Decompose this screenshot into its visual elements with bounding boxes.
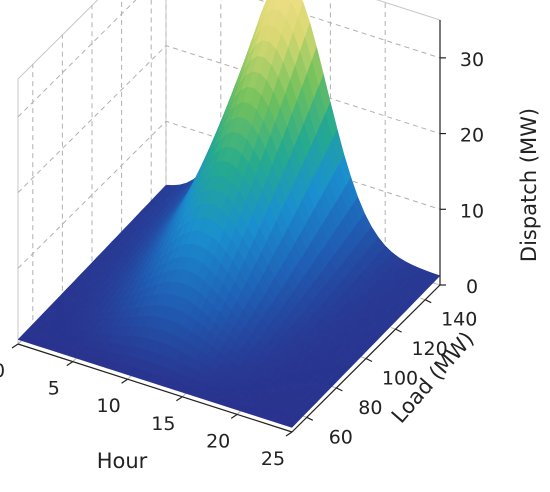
y-tick-label: 80 bbox=[358, 397, 382, 419]
surface-patch bbox=[284, 419, 298, 428]
x-tick-label: 25 bbox=[261, 448, 285, 470]
y-tick-mark bbox=[306, 416, 314, 421]
x-tick-mark bbox=[66, 361, 74, 367]
x-tick-label: 5 bbox=[48, 378, 60, 400]
x-tick-mark bbox=[176, 396, 183, 402]
x-tick-label: 0 bbox=[0, 360, 5, 382]
y-tick-label: 60 bbox=[329, 426, 353, 448]
y-tick-label: 140 bbox=[441, 309, 477, 331]
y-tick-mark bbox=[336, 387, 343, 392]
grid-line-dispatch bbox=[17, 0, 441, 118]
grid-line-dispatch bbox=[17, 45, 441, 193]
x-axis-line bbox=[17, 343, 293, 433]
x-axis-label: Hour bbox=[97, 449, 148, 473]
x-tick-mark bbox=[285, 431, 293, 437]
z-tick-label: 20 bbox=[460, 125, 484, 147]
x-tick-label: 20 bbox=[206, 430, 230, 452]
z-axis-label: Dispatch (MW) bbox=[517, 108, 541, 262]
z-tick-label: 0 bbox=[466, 276, 478, 298]
y-tick-mark bbox=[365, 357, 373, 363]
z-tick-label: 30 bbox=[460, 49, 484, 71]
y-tick-label: 100 bbox=[382, 368, 418, 390]
y-tick-mark bbox=[424, 299, 432, 304]
y-tick-mark bbox=[395, 328, 402, 333]
x-tick-mark bbox=[230, 413, 238, 419]
x-tick-label: 10 bbox=[97, 395, 121, 417]
x-tick-label: 15 bbox=[151, 413, 175, 435]
x-tick-mark bbox=[121, 378, 128, 384]
surface-mesh bbox=[17, 0, 441, 428]
y-tick-label: 120 bbox=[411, 338, 447, 360]
x-tick-mark bbox=[11, 343, 19, 349]
z-tick-label: 10 bbox=[460, 200, 484, 222]
